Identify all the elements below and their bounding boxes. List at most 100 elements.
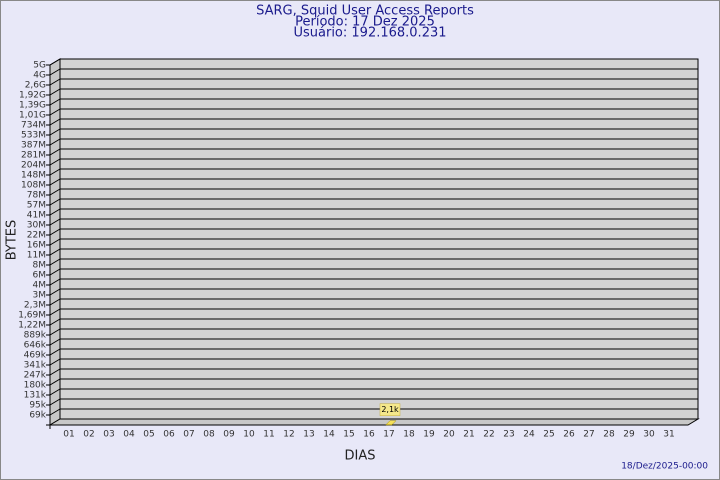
y-tick-label: 22M [27, 231, 46, 241]
grid-line [49, 408, 61, 416]
y-tick-label: 1,69M [18, 311, 46, 321]
y-tick-label: 180k [24, 381, 47, 391]
y-tick-label: 11M [27, 251, 46, 261]
grid-line [49, 168, 61, 176]
y-tick-label: 1,39G [19, 101, 46, 111]
x-tick-label: 05 [143, 430, 154, 440]
grid-line [49, 108, 61, 116]
footer: 18/Dez/2025-00:00 [621, 462, 708, 472]
grid-line [49, 328, 61, 336]
y-tick-label: 6M [33, 271, 47, 281]
y-tick-label: 148M [21, 171, 46, 181]
y-tick-label: 387M [21, 141, 46, 151]
y-tick-label: 1,92G [19, 91, 46, 101]
x-tick-label: 15 [343, 430, 354, 440]
y-tick-label: 1,22M [18, 321, 46, 331]
grid-line [49, 278, 61, 286]
grid-line [49, 368, 61, 376]
grid-line [49, 258, 61, 266]
chart-subtitle: Período: 17 Dez 2025 [295, 15, 435, 30]
x-tick-label: 01 [63, 430, 74, 440]
grid-line [49, 288, 61, 296]
floor [48, 418, 700, 426]
y-tick-label: 646k [24, 341, 47, 351]
y-tick-label: 4G [33, 71, 46, 81]
grid-line [49, 148, 61, 156]
y-tick-label: 469k [24, 351, 47, 361]
x-axis-label: DIAS [345, 449, 376, 464]
x-tick-label: 09 [223, 430, 235, 440]
x-tick-label: 04 [123, 430, 135, 440]
x-tick-label: 18 [403, 430, 415, 440]
y-tick-label: 69k [29, 411, 46, 421]
y-tick-label: 281M [21, 151, 46, 161]
x-tick-label: 20 [443, 430, 455, 440]
grid-line [49, 308, 61, 316]
y-tick-label: 247k [24, 371, 47, 381]
y-tick-label: 30M [27, 221, 46, 231]
x-tick-label: 30 [643, 430, 655, 440]
x-tick-label: 24 [523, 430, 535, 440]
y-tick-label: 78M [27, 191, 46, 201]
y-tick-label: 5G [33, 61, 46, 71]
y-axis-label: BYTES [5, 220, 20, 261]
value-label: 2,1k [381, 405, 399, 414]
grid-line [49, 98, 61, 106]
x-tick-label: 08 [203, 430, 215, 440]
grid-line [49, 88, 61, 96]
x-tick-label: 28 [603, 430, 615, 440]
grid-line [49, 158, 61, 166]
y-tick-label: 16M [27, 241, 46, 251]
chart-title: SARG, Squid User Access Reports [256, 4, 474, 19]
grid-line [49, 228, 61, 236]
grid-line [49, 298, 61, 306]
x-tick-label: 13 [303, 430, 314, 440]
x-tick-label: 25 [543, 430, 554, 440]
grid-line [49, 58, 61, 66]
grid-line [49, 178, 61, 186]
x-tick-label: 16 [363, 430, 375, 440]
grid-line [49, 338, 61, 346]
x-tick-label: 29 [623, 430, 635, 440]
x-tick-label: 14 [323, 430, 335, 440]
x-tick-label: 11 [263, 430, 274, 440]
grid-line [49, 398, 61, 406]
x-tick-label: 02 [83, 430, 94, 440]
y-tick-label: 4M [33, 281, 47, 291]
x-tick-label: 12 [283, 430, 294, 440]
x-tick-label: 23 [503, 430, 514, 440]
y-tick-label: 2,6G [25, 81, 46, 91]
x-tick-label: 06 [163, 430, 175, 440]
y-tick-label: 889k [24, 331, 47, 341]
x-tick-label: 21 [463, 430, 474, 440]
x-tick-label: 03 [103, 430, 114, 440]
y-tick-label: 8M [33, 261, 47, 271]
chart-user: Usuário: 192.168.0.231 [293, 26, 446, 41]
x-tick-label: 17 [383, 430, 394, 440]
y-tick-label: 57M [27, 201, 46, 211]
y-tick-label: 108M [21, 181, 46, 191]
y-tick-label: 734M [21, 121, 46, 131]
grid-line [49, 78, 61, 86]
y-tick-label: 95k [29, 401, 46, 411]
y-tick-label: 1,01G [19, 111, 46, 121]
y-tick-label: 533M [21, 131, 46, 141]
x-tick-label: 22 [483, 430, 494, 440]
grid-line [49, 188, 61, 196]
y-tick-label: 341k [24, 361, 47, 371]
grid-line [49, 198, 61, 206]
x-tick-label: 07 [183, 430, 194, 440]
grid-line [49, 128, 61, 136]
grid-line [49, 318, 61, 326]
grid-line [49, 68, 61, 76]
grid-line [49, 248, 61, 256]
grid-line [49, 358, 61, 366]
grid-line [49, 118, 61, 126]
grid-line [49, 378, 61, 386]
grid-line [49, 348, 61, 356]
y-tick-label: 41M [27, 211, 46, 221]
grid-line [49, 388, 61, 396]
grid-line [49, 138, 61, 146]
y-tick-label: 204M [21, 161, 46, 171]
x-tick-label: 10 [243, 430, 255, 440]
